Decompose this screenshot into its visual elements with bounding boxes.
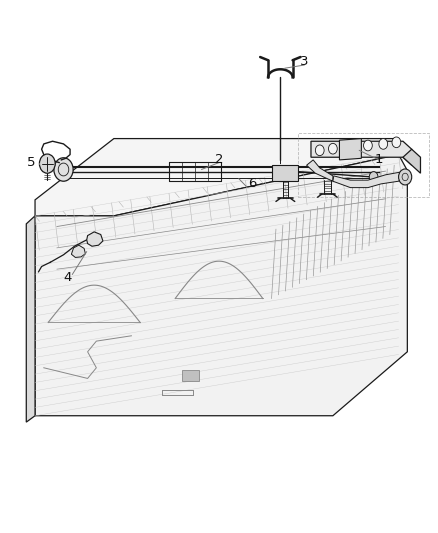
Circle shape — [379, 139, 388, 149]
Polygon shape — [71, 245, 85, 257]
Polygon shape — [307, 160, 333, 181]
Polygon shape — [339, 139, 361, 160]
Text: 5: 5 — [27, 156, 36, 169]
Text: 1: 1 — [374, 154, 383, 166]
Circle shape — [54, 158, 73, 181]
Text: 2: 2 — [215, 154, 223, 166]
Text: 3: 3 — [300, 55, 309, 68]
Text: 4: 4 — [64, 271, 72, 284]
Circle shape — [315, 145, 324, 156]
Polygon shape — [333, 172, 403, 188]
Circle shape — [369, 172, 378, 182]
Polygon shape — [26, 216, 35, 422]
Text: 6: 6 — [247, 177, 256, 190]
Polygon shape — [87, 232, 103, 246]
FancyBboxPatch shape — [182, 370, 199, 381]
Circle shape — [392, 137, 401, 148]
Polygon shape — [35, 155, 407, 416]
Polygon shape — [403, 149, 420, 173]
Circle shape — [364, 140, 372, 151]
Polygon shape — [35, 139, 399, 216]
Circle shape — [39, 154, 55, 173]
Circle shape — [346, 142, 355, 152]
Circle shape — [399, 169, 412, 185]
Polygon shape — [311, 141, 412, 165]
Circle shape — [328, 143, 337, 154]
Polygon shape — [272, 165, 298, 181]
